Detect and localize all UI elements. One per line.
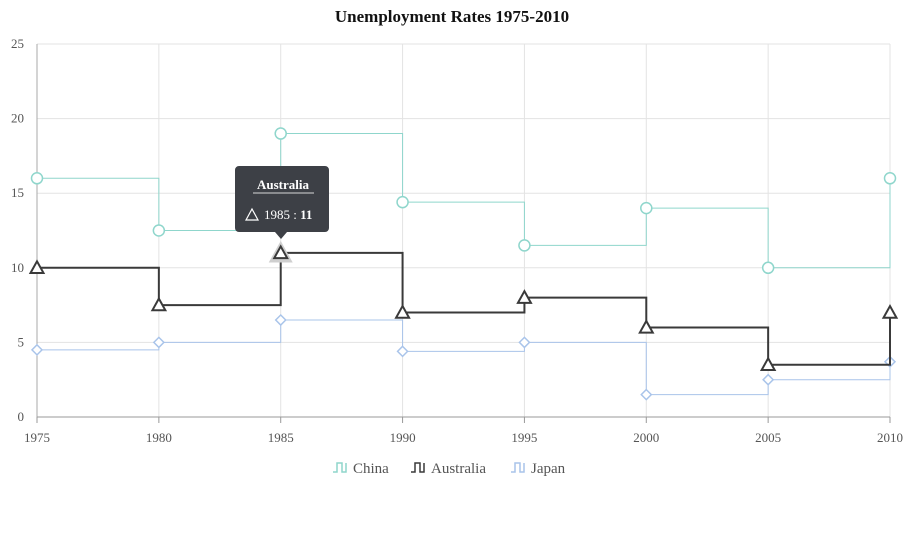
y-tick-label: 10: [11, 260, 24, 275]
legend-label: China: [353, 461, 389, 477]
data-point[interactable]: [516, 289, 533, 304]
tooltip-box: [235, 166, 329, 239]
data-point[interactable]: [638, 318, 655, 334]
step-line-icon: [511, 462, 525, 473]
data-point[interactable]: [518, 239, 531, 252]
y-tick-label: 5: [18, 334, 25, 349]
x-tick-label: 1990: [390, 430, 416, 445]
legend-label: Australia: [431, 461, 486, 477]
y-tick-label: 15: [11, 185, 24, 200]
x-tick-label: 2005: [755, 430, 781, 445]
step-line-icon: [333, 462, 347, 473]
tooltip-triangle-icon: [244, 207, 260, 221]
x-tick-label: 1975: [24, 430, 50, 445]
y-tick-label: 25: [11, 36, 24, 51]
data-point[interactable]: [152, 224, 166, 237]
data-point[interactable]: [396, 345, 409, 358]
data-point[interactable]: [274, 313, 287, 327]
x-tick-label: 1980: [146, 430, 172, 445]
series-layer: [28, 127, 899, 401]
tooltip-value: 1985 : 11: [264, 207, 312, 222]
data-point[interactable]: [150, 296, 168, 312]
y-tick-label: 20: [11, 111, 24, 126]
legend-label: Japan: [531, 461, 566, 477]
legend-item-japan[interactable]: Japan: [511, 461, 566, 477]
axes: 0 5 10 15 20 25 1975 1980 1985 1990 1995 2000 2005 20…: [11, 36, 903, 445]
series-line[interactable]: [37, 319, 891, 396]
data-point[interactable]: [30, 172, 44, 185]
data-point[interactable]: [640, 201, 653, 215]
x-tick-label: 2010: [877, 430, 903, 445]
y-tick-label: 0: [18, 409, 25, 424]
data-point[interactable]: [394, 304, 411, 319]
legend-item-australia[interactable]: Australia: [411, 461, 486, 477]
data-point[interactable]: [152, 336, 165, 349]
data-point[interactable]: [28, 259, 46, 274]
x-tick-label: 1995: [511, 430, 537, 445]
data-point[interactable]: [881, 304, 899, 319]
data-point[interactable]: [762, 373, 775, 386]
data-point[interactable]: [759, 356, 777, 371]
data-point[interactable]: [518, 336, 531, 349]
legend: China Australia Japan: [333, 461, 566, 477]
chart-title: Unemployment Rates 1975-2010: [335, 7, 569, 26]
series-china: [30, 127, 897, 275]
series-australia: [28, 240, 899, 371]
tooltip-x-label: 1985: [264, 207, 290, 222]
data-point[interactable]: [640, 388, 653, 401]
data-point[interactable]: [761, 261, 775, 275]
step-line-icon: [411, 462, 425, 473]
data-point[interactable]: [274, 127, 287, 140]
x-tick-label: 1985: [268, 430, 294, 445]
tooltip-title: Australia: [257, 177, 310, 192]
legend-item-china[interactable]: China: [333, 461, 389, 477]
series-line[interactable]: [37, 251, 891, 366]
series-line[interactable]: [37, 133, 891, 269]
data-point[interactable]: [883, 172, 897, 185]
x-tick-label: 2000: [633, 430, 659, 445]
tooltip-y-value: 11: [300, 207, 312, 222]
data-point[interactable]: [272, 244, 289, 260]
tooltip-separator: :: [290, 207, 300, 222]
tooltip: Australia 1985 : 11: [235, 166, 329, 239]
data-point[interactable]: [396, 195, 409, 209]
data-point[interactable]: [30, 343, 44, 356]
